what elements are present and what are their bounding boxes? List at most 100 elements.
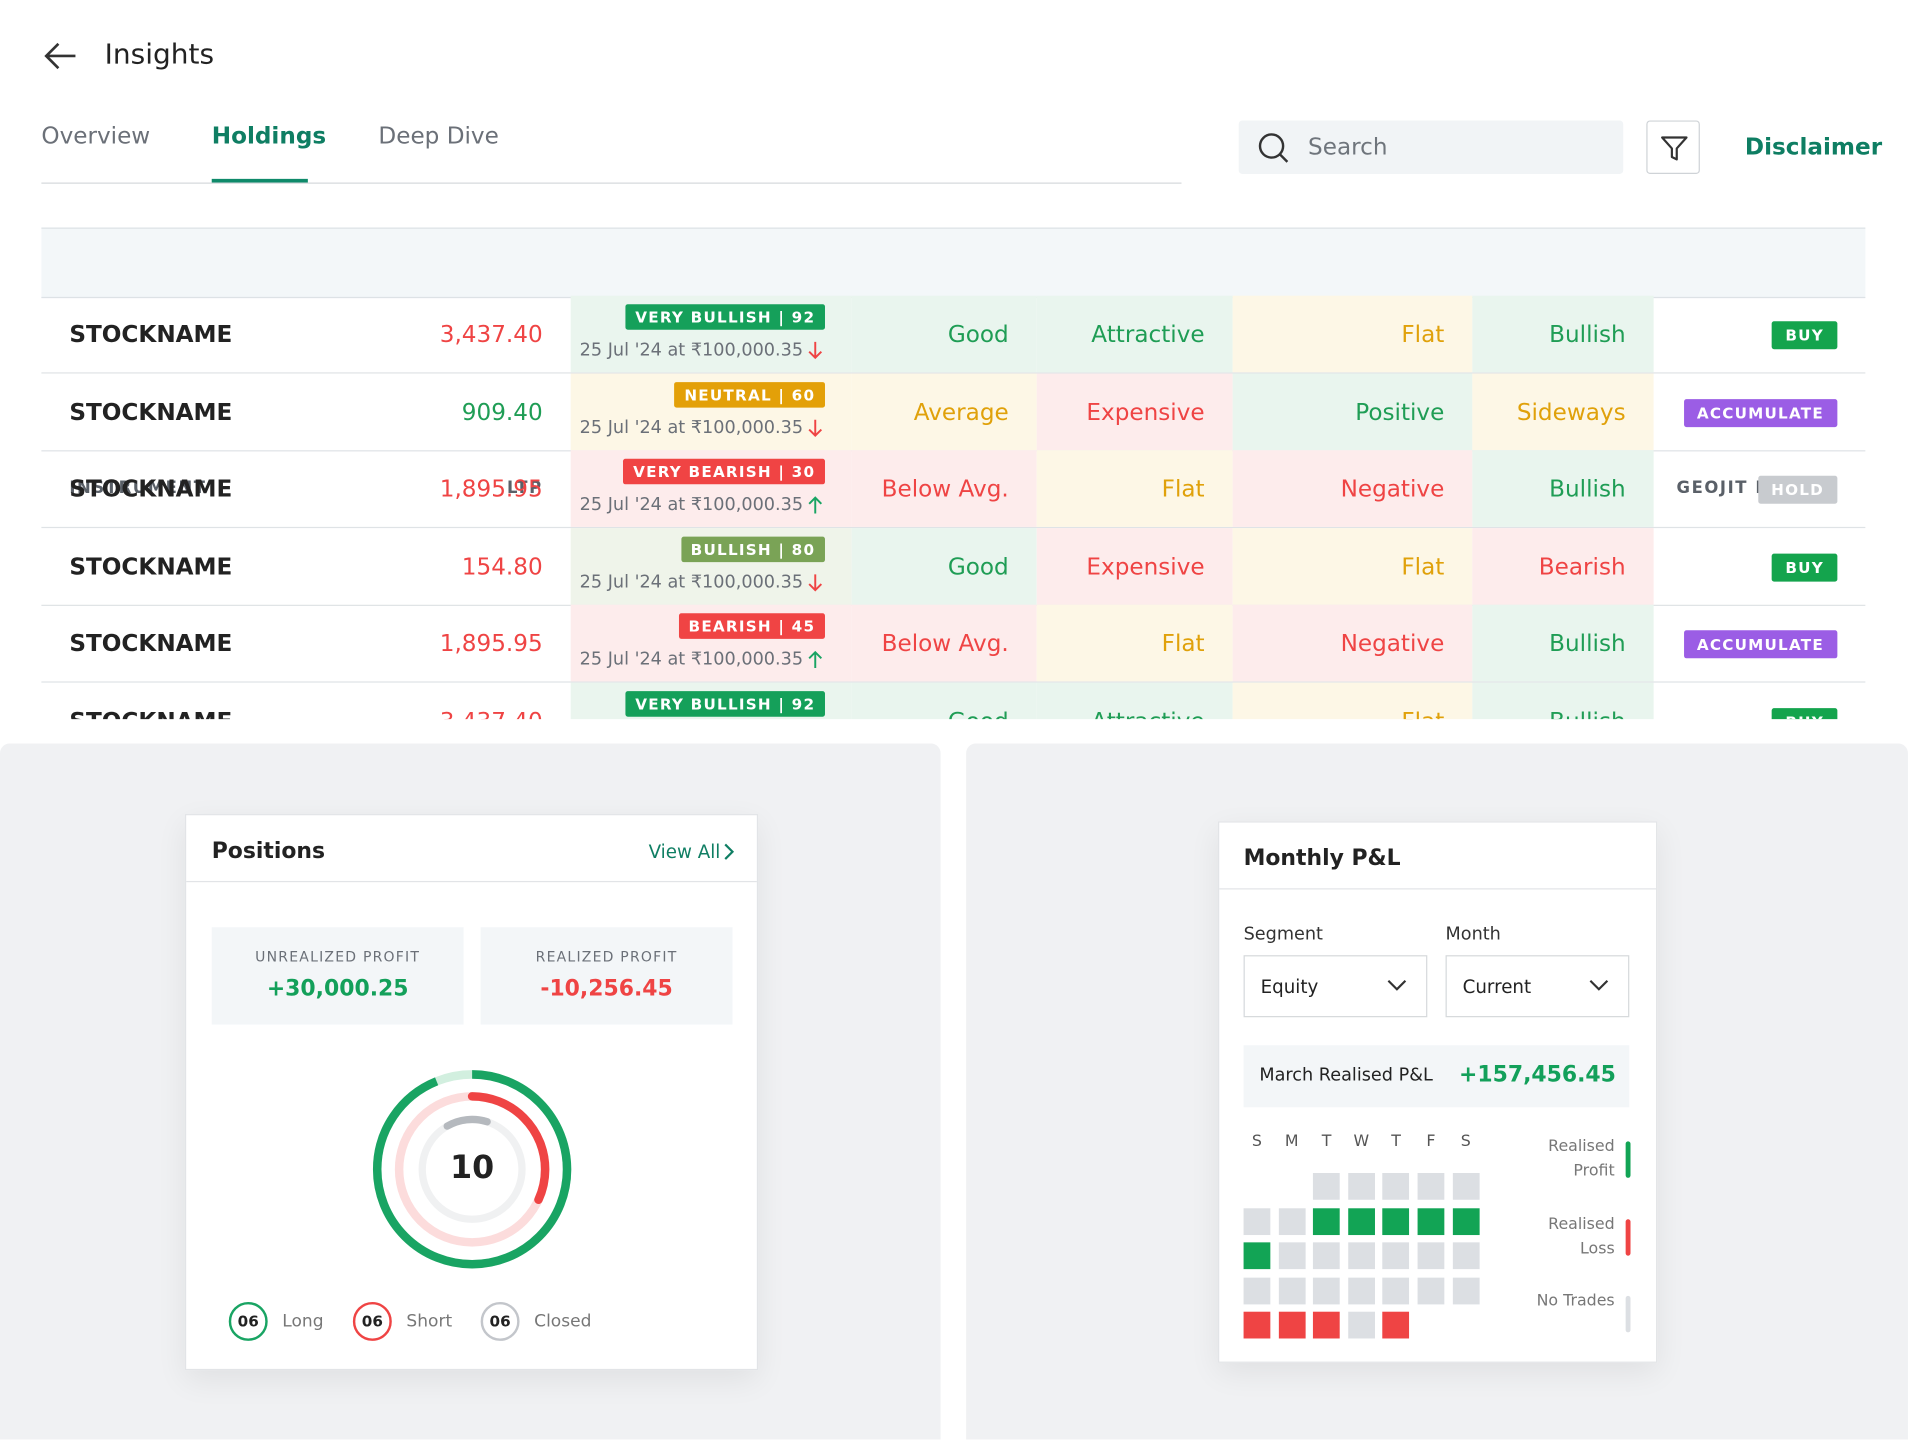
stat-label: UNREALIZED PROFIT xyxy=(255,947,421,965)
table-cell: BUY xyxy=(1654,527,1866,604)
calendar-day xyxy=(1382,1277,1410,1304)
score-date: 25 Jul '24 at ₹100,000.35 xyxy=(580,650,823,669)
date-text: 25 Jul '24 at ₹100,000.35 xyxy=(579,495,804,515)
rating: Bullish xyxy=(1549,321,1626,349)
disclaimer-link[interactable]: Disclaimer xyxy=(1744,133,1883,161)
date-text: 25 Jul '24 at ₹100,000.35 xyxy=(579,649,804,670)
table-row: STOCKNAME 1,895.95 BEARISH | 45 25 Jul '24 … xyxy=(41,604,1866,683)
rating: Flat xyxy=(1161,475,1205,503)
table-cell: 154.80 xyxy=(316,527,570,604)
calendar-day xyxy=(1347,1242,1375,1270)
score-badge: VERY BEARISH | 30 xyxy=(623,458,825,485)
rating: Negative xyxy=(1340,475,1445,503)
trend-arrow xyxy=(808,496,823,514)
score-badge: NEUTRAL | 60 xyxy=(674,381,825,408)
search-placeholder: Search xyxy=(1308,133,1388,161)
instrument: STOCKNAME xyxy=(69,630,233,658)
calendar-day xyxy=(1417,1207,1445,1235)
search-box[interactable]: Search xyxy=(1238,120,1624,175)
table-cell: HOLD xyxy=(1654,450,1866,527)
instrument: STOCKNAME xyxy=(69,475,233,503)
ltp: 1,895.95 xyxy=(439,475,543,503)
table-cell: Negative xyxy=(1232,450,1473,527)
recommendation-badge: ACCUMULATE xyxy=(1683,398,1838,427)
dropdown-value: Equity xyxy=(1260,975,1319,998)
rating: Below Avg. xyxy=(881,475,1009,503)
month-dropdown[interactable]: Current xyxy=(1445,955,1630,1018)
view-all-link[interactable]: View All xyxy=(648,840,721,863)
score-date: 25 Jul '24 at ₹100,000.35 xyxy=(580,573,823,592)
calendar-day xyxy=(1278,1311,1306,1339)
tab-divider xyxy=(41,182,1182,184)
calendar-day xyxy=(1313,1172,1340,1200)
table-cell: Bullish xyxy=(1472,450,1654,527)
chevron xyxy=(1589,979,1609,991)
active-tab-indicator xyxy=(211,178,308,183)
tab[interactable]: Holdings xyxy=(211,122,327,150)
trend-arrow xyxy=(808,419,823,437)
instrument: STOCKNAME xyxy=(69,398,233,426)
table-cell: BUY xyxy=(1654,682,1866,720)
stat-label: REALIZED PROFIT xyxy=(535,947,678,965)
table-cell: 909.40 xyxy=(316,373,570,450)
calendar-day xyxy=(1313,1277,1340,1304)
tab[interactable]: Deep Dive xyxy=(378,122,499,150)
trend-arrow xyxy=(808,341,823,360)
calendar-day xyxy=(1347,1311,1375,1339)
segment-dropdown[interactable]: Equity xyxy=(1243,955,1428,1018)
table-cell: VERY BEARISH | 30 25 Jul '24 at ₹100,000.… xyxy=(570,450,852,527)
chevron xyxy=(724,843,735,860)
calendar-day xyxy=(1243,1207,1271,1235)
score-badge: VERY BULLISH | 92 xyxy=(625,304,825,330)
tab[interactable]: Overview xyxy=(41,122,151,150)
page-title: Insights xyxy=(104,38,215,71)
field-label: Month xyxy=(1445,924,1501,945)
rating: Good xyxy=(947,321,1009,349)
instrument: STOCKNAME xyxy=(69,708,232,720)
calendar-day xyxy=(1347,1277,1375,1304)
back-button[interactable] xyxy=(44,41,78,70)
calendar-day xyxy=(1382,1207,1410,1235)
table-cell: 3,437.40 xyxy=(316,682,570,720)
ltp: 1,895.95 xyxy=(439,630,543,658)
calendar-day xyxy=(1382,1242,1410,1270)
realized-box: REALIZED PROFIT -10,256.45 xyxy=(480,927,733,1025)
table-cell: STOCKNAME xyxy=(41,682,316,720)
calendar-day xyxy=(1347,1207,1375,1235)
table-cell: STOCKNAME xyxy=(41,450,316,527)
card-title: Positions xyxy=(211,838,326,864)
legend-label: No Trades xyxy=(1536,1292,1615,1311)
rating: Sideways xyxy=(1516,398,1626,426)
field-label: Segment xyxy=(1243,924,1323,945)
rating: Bearish xyxy=(1538,553,1626,580)
rating: Average xyxy=(913,398,1009,426)
rating: Attractive xyxy=(1091,321,1205,349)
weekday: F xyxy=(1426,1132,1436,1152)
dropdown-value: Current xyxy=(1462,975,1532,998)
legend-count: 06 xyxy=(228,1301,268,1341)
ltp: 3,437.40 xyxy=(440,708,543,720)
table-cell: BULLISH | 80 25 Jul '24 at ₹100,000.35 xyxy=(570,527,852,605)
positions-donut xyxy=(372,1070,572,1269)
calendar-day xyxy=(1278,1277,1306,1304)
filter-button[interactable] xyxy=(1646,120,1700,175)
legend-count: 06 xyxy=(352,1301,392,1341)
calendar-day xyxy=(1313,1207,1340,1235)
rating: Flat xyxy=(1401,321,1445,349)
rating: Expensive xyxy=(1086,398,1205,426)
calendar-day xyxy=(1278,1242,1306,1270)
recommendation-badge: BUY xyxy=(1771,707,1838,720)
table-cell: Below Avg. xyxy=(851,450,1037,527)
table-cell: Below Avg. xyxy=(851,604,1037,682)
table-cell: 3,437.40 xyxy=(316,296,570,373)
table-cell: Bullish xyxy=(1472,295,1654,373)
trend-arrow xyxy=(808,573,823,591)
ltp: 909.40 xyxy=(461,398,543,426)
table-cell: STOCKNAME xyxy=(41,605,316,682)
positions-card: Positions View All UNREALIZED PROFIT +30… xyxy=(184,814,759,1371)
recommendation-badge: BUY xyxy=(1771,321,1838,350)
rating: Positive xyxy=(1355,398,1445,426)
